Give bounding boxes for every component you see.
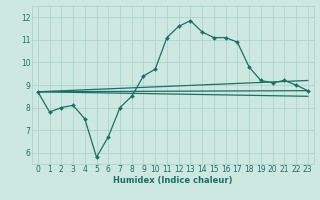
X-axis label: Humidex (Indice chaleur): Humidex (Indice chaleur)	[113, 176, 233, 185]
